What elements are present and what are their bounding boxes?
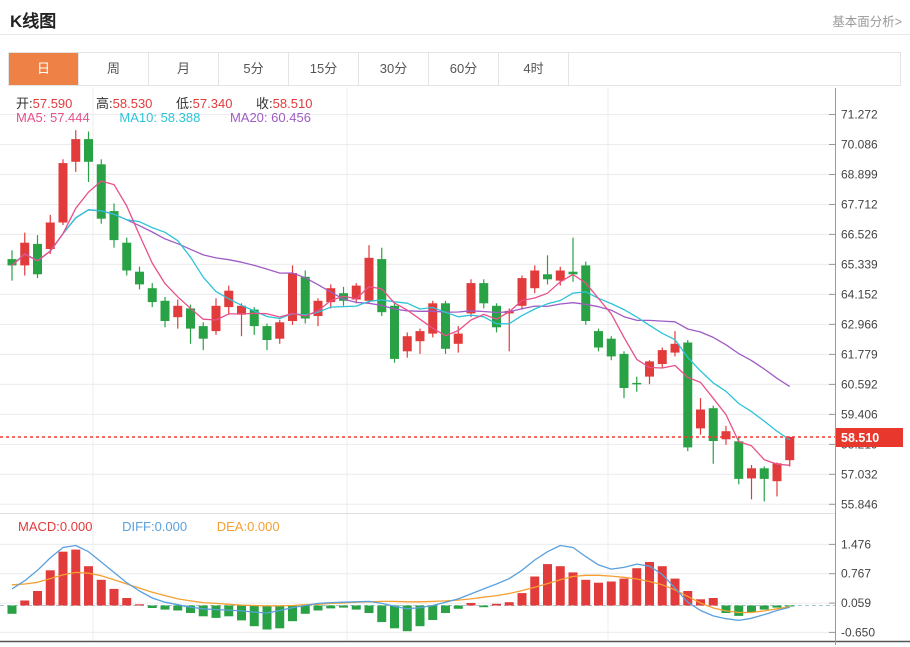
tab-5min[interactable]: 5分: [219, 53, 289, 85]
tab-4hour[interactable]: 4时: [499, 53, 569, 85]
diff-value: 0.000: [154, 519, 188, 534]
svg-text:57.032: 57.032: [841, 467, 878, 481]
period-tabbar: 日 周 月 5分 15分 30分 60分 4时: [8, 52, 901, 86]
diff-value-readout: DIFF:0.000: [122, 519, 187, 534]
dea-label: DEA:: [216, 519, 248, 534]
macd-label: MACD:: [18, 519, 60, 534]
tab-60min[interactable]: 60分: [429, 53, 499, 85]
y-axis: 71.272 70.086 68.899 67.712 66.526 65.339 64.1…: [829, 88, 878, 645]
diff-label: DIFF:: [122, 519, 155, 534]
high-readout: 高:58.530: [96, 96, 152, 111]
svg-text:68.899: 68.899: [841, 168, 878, 182]
svg-text:65.339: 65.339: [841, 257, 878, 271]
tab-month[interactable]: 月: [149, 53, 219, 85]
header-divider: [0, 34, 910, 35]
svg-text:61.779: 61.779: [841, 347, 878, 361]
ma5-value: 57.444: [49, 110, 90, 125]
grid-lines: [0, 88, 910, 643]
svg-text:1.476: 1.476: [841, 537, 871, 551]
ma20-readout: MA20: 60.456: [230, 110, 311, 125]
svg-text:0.059: 0.059: [841, 596, 871, 610]
tab-15min[interactable]: 15分: [289, 53, 359, 85]
svg-text:70.086: 70.086: [841, 138, 878, 152]
ohlc-readout: 开:57.590 高:58.530 低:57.340 收:58.510: [16, 93, 332, 112]
svg-text:60.592: 60.592: [841, 377, 878, 391]
ma10-readout: MA10: 58.388: [119, 110, 200, 125]
high-value: 58.530: [112, 96, 153, 111]
svg-text:64.152: 64.152: [841, 287, 878, 301]
svg-text:71.272: 71.272: [841, 108, 878, 122]
high-label: 高:: [96, 96, 113, 111]
svg-text:59.406: 59.406: [841, 407, 878, 421]
ma-readout: MA5: 57.444 MA10: 58.388 MA20: 60.456: [16, 110, 337, 125]
open-label: 开:: [16, 96, 33, 111]
fundamental-analysis-link[interactable]: 基本面分析>: [832, 15, 902, 29]
svg-text:62.966: 62.966: [841, 317, 878, 331]
macd-panel: [0, 544, 835, 632]
dea-value-readout: DEA:0.000: [217, 519, 280, 534]
ma5-readout: MA5: 57.444: [16, 110, 90, 125]
ma20-value: 60.456: [271, 110, 311, 125]
tab-day[interactable]: 日: [9, 53, 79, 85]
dea-value: 0.000: [247, 519, 280, 534]
macd-readout: MACD:0.000 DIFF:0.000 DEA:0.000: [18, 519, 306, 534]
tab-week[interactable]: 周: [79, 53, 149, 85]
close-value: 58.510: [272, 96, 313, 111]
svg-text:55.846: 55.846: [841, 497, 878, 511]
open-readout: 开:57.590: [16, 96, 72, 111]
close-label: 收:: [256, 96, 273, 111]
open-value: 57.590: [32, 96, 73, 111]
candlesticks: [7, 130, 795, 502]
svg-text:67.712: 67.712: [841, 198, 878, 212]
low-value: 57.340: [192, 96, 233, 111]
price-marker-label: 58.510: [836, 428, 903, 447]
ma-lines: [11, 180, 791, 466]
macd-value-readout: MACD:0.000: [18, 519, 92, 534]
close-readout: 收:58.510: [256, 96, 312, 111]
ma10-value: 58.388: [160, 110, 201, 125]
ma20-label: MA20:: [229, 110, 268, 125]
page-title: K线图: [10, 12, 57, 31]
svg-text:-0.650: -0.650: [841, 625, 875, 639]
svg-text:58.510: 58.510: [841, 431, 879, 445]
ma5-label: MA5:: [16, 110, 47, 125]
low-label: 低:: [176, 96, 193, 111]
macd-value: 0.000: [59, 519, 93, 534]
svg-text:0.767: 0.767: [841, 567, 871, 581]
ma10-label: MA10:: [119, 110, 157, 125]
low-readout: 低:57.340: [176, 96, 232, 111]
svg-text:66.526: 66.526: [841, 227, 878, 241]
tab-30min[interactable]: 30分: [359, 53, 429, 85]
